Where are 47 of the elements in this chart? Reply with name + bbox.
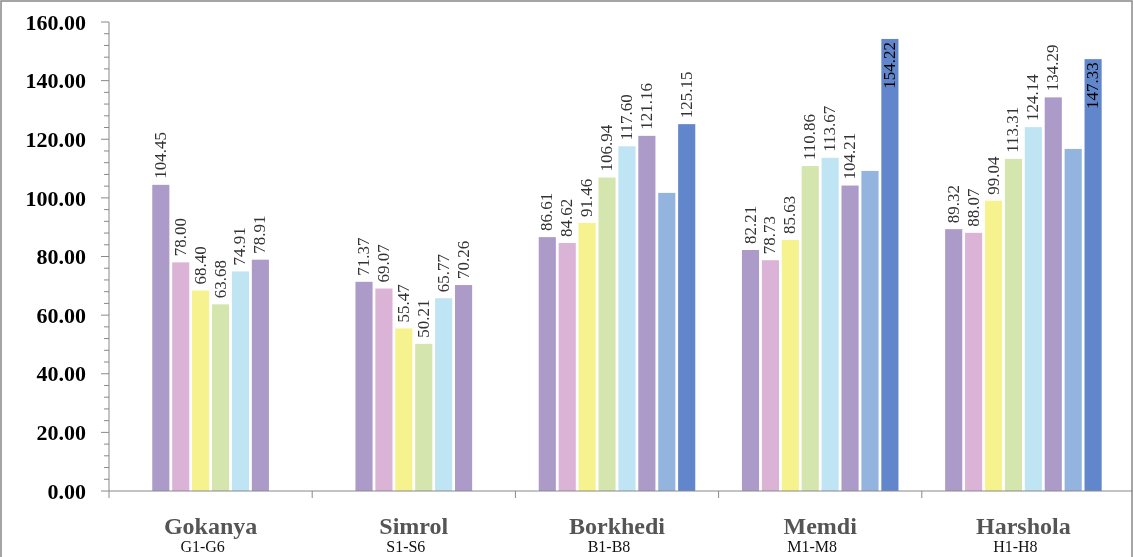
x-tick-label: Borkhedi B1-B8 [568, 513, 666, 555]
data-label: 50.21 [413, 299, 433, 338]
data-label: 70.26 [453, 240, 473, 280]
y-tick-label: 0.00 [47, 478, 86, 504]
data-label: 86.61 [537, 192, 557, 232]
data-label: 125.15 [676, 71, 696, 119]
data-label: 68.40 [190, 246, 210, 285]
y-tick-label: 120.00 [25, 126, 86, 152]
data-label: 154.22 [879, 41, 899, 89]
data-label: 134.29 [1043, 44, 1063, 92]
data-label: 65.77 [433, 253, 453, 293]
data-label: 82.21 [740, 205, 760, 245]
data-label: 55.47 [393, 283, 413, 323]
data-label: 110.86 [800, 113, 820, 161]
data-label: 104.21 [840, 132, 860, 180]
data-label: 121.16 [636, 83, 656, 130]
y-tick-label: 80.00 [36, 244, 86, 270]
data-label: 89.32 [943, 184, 963, 224]
data-label: 78.73 [760, 215, 780, 255]
data-label: 88.07 [963, 188, 983, 227]
data-label: 63.68 [210, 260, 230, 299]
y-tick-label: 160.00 [25, 9, 86, 35]
data-label: 147.33 [1083, 62, 1103, 109]
y-tick-label: 20.00 [36, 420, 86, 446]
x-tick-label: Memdi M1-M8 [783, 513, 858, 555]
data-label: 78.00 [170, 218, 190, 257]
data-label: 91.46 [577, 178, 597, 217]
data-label: 69.07 [373, 243, 393, 283]
y-tick-label: 140.00 [25, 68, 86, 94]
y-tick-label: 40.00 [36, 361, 86, 387]
data-label: 117.60 [616, 94, 636, 141]
data-label: 71.37 [354, 237, 374, 276]
data-label: 84.62 [557, 198, 577, 237]
data-label: 113.31 [1003, 106, 1023, 153]
data-label: 78.91 [250, 215, 270, 254]
y-tick-label: 60.00 [36, 302, 86, 328]
data-label: 85.63 [780, 195, 800, 234]
data-label: 74.91 [230, 227, 250, 266]
y-tick-label: 100.00 [25, 185, 86, 211]
data-label: 104.45 [150, 132, 170, 179]
data-label: 124.14 [1023, 73, 1043, 122]
x-tick-label: Simrol S1-S6 [379, 513, 449, 555]
data-label: 113.67 [820, 105, 840, 152]
x-tick-label: Gokanya G1-G6 [163, 513, 258, 555]
x-tick-label: Harshola H1-H8 [976, 513, 1071, 555]
data-label: 106.94 [597, 124, 617, 172]
data-label: 99.04 [983, 155, 1003, 195]
